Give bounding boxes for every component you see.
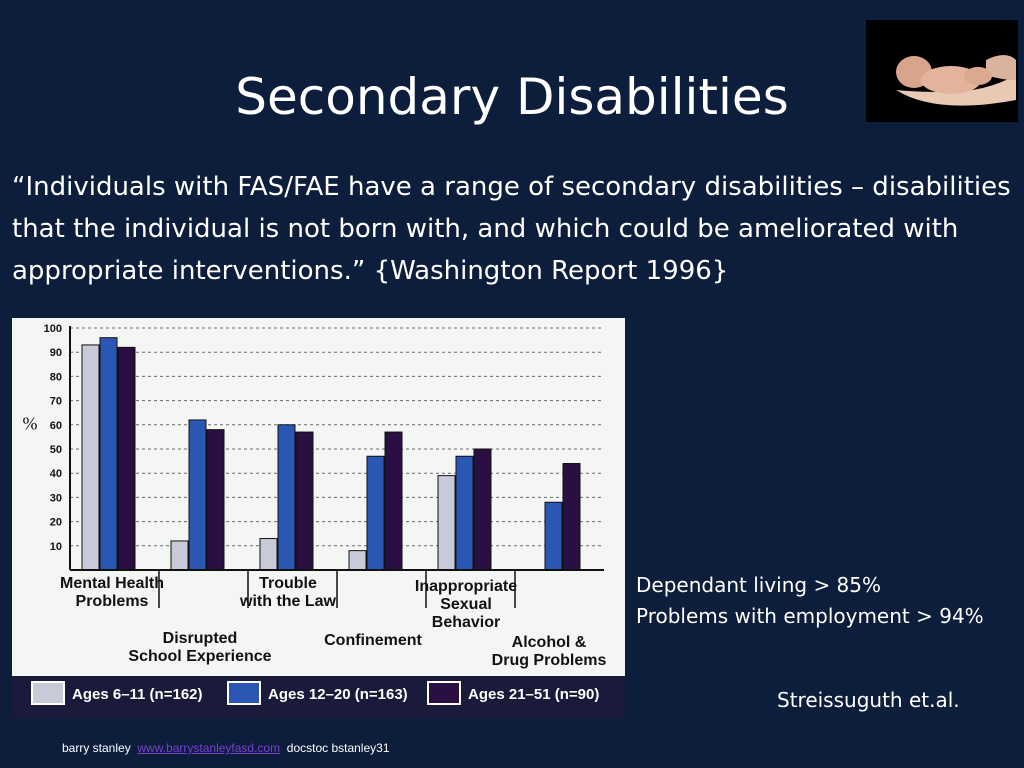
citation: Streissuguth et.al. xyxy=(777,688,960,712)
y-tick-label: 100 xyxy=(44,323,62,335)
bar xyxy=(366,455,385,571)
bar xyxy=(348,550,367,571)
chart-svg: 10 20 30 40 50 60 70 80 90 100% Mental Health Probl… xyxy=(12,323,625,718)
y-tick-label: 20 xyxy=(50,517,62,529)
legend-swatch xyxy=(227,681,261,705)
x-category-label-line: Sexual xyxy=(440,596,492,613)
legend-label: Ages 12–20 (n=163) xyxy=(268,686,408,703)
footer-link[interactable]: www.barrystanleyfasd.com xyxy=(137,741,281,755)
bar xyxy=(259,538,278,571)
bar xyxy=(170,540,189,571)
y-tick-label: 90 xyxy=(50,347,62,359)
bar xyxy=(277,424,296,571)
y-tick-label: 30 xyxy=(50,492,62,504)
bar xyxy=(206,429,225,571)
bar xyxy=(544,501,563,571)
y-tick-label: 70 xyxy=(50,396,62,408)
y-tick-label: 10 xyxy=(50,541,62,553)
bar xyxy=(99,337,118,571)
bar xyxy=(455,455,474,571)
x-category-label: Trouble with the Law xyxy=(239,575,337,610)
x-category-label-line: with the Law xyxy=(239,593,337,610)
bar xyxy=(384,431,403,571)
stat-employment: Problems with employment > 94% xyxy=(636,604,984,628)
x-category-label-line: Problems xyxy=(76,593,149,610)
y-tick-label: 80 xyxy=(50,371,62,383)
x-category-label-line: Confinement xyxy=(324,632,422,649)
x-category-label: Mental Health Problems xyxy=(60,575,164,610)
legend-label: Ages 21–51 (n=90) xyxy=(468,686,599,703)
x-category-label-line: Trouble xyxy=(259,575,317,592)
legend-swatch xyxy=(427,681,461,705)
x-category-label: Alcohol & Drug Problems xyxy=(492,634,607,669)
x-category-label-line: Alcohol & xyxy=(512,634,587,651)
legend-swatch xyxy=(31,681,65,705)
stat-dependant-living: Dependant living > 85% xyxy=(636,573,882,597)
x-category-label-line: Inappropriate xyxy=(415,578,517,595)
baby-hands-icon xyxy=(866,20,1018,122)
legend-label: Ages 6–11 (n=162) xyxy=(72,686,203,703)
footer-author: barry stanley xyxy=(62,741,131,755)
quote-text: “Individuals with FAS/FAE have a range o… xyxy=(12,172,1011,286)
bar-chart: 10 20 30 40 50 60 70 80 90 100% Mental Health Probl… xyxy=(12,318,625,718)
y-tick-label: 50 xyxy=(50,444,62,456)
x-category-label: Confinement xyxy=(324,632,422,649)
x-category-label: Inappropriate Sexual Behavior xyxy=(415,578,517,631)
bar xyxy=(473,448,492,571)
y-tick-label: 60 xyxy=(50,420,62,432)
bar xyxy=(188,419,207,571)
x-category-label-line: School Experience xyxy=(128,648,271,665)
x-category-label-line: Disrupted xyxy=(163,630,238,647)
bar xyxy=(437,475,456,571)
slide-title: Secondary Disabilities xyxy=(235,68,789,126)
footer: barry stanley www.barrystanleyfasd.com d… xyxy=(62,739,390,757)
baby-photo xyxy=(866,20,1018,122)
legend-background xyxy=(12,676,625,718)
bar xyxy=(295,431,314,571)
bar xyxy=(81,344,100,571)
x-category-label-line: Drug Problems xyxy=(492,652,607,669)
x-category-label-line: Mental Health xyxy=(60,575,164,592)
x-category-label-line: Behavior xyxy=(432,614,500,631)
footer-suffix: docstoc bstanley31 xyxy=(286,741,390,755)
y-tick-label: 40 xyxy=(50,468,62,480)
stats-block: Dependant living > 85% Problems with emp… xyxy=(636,570,1016,632)
y-axis-label: % xyxy=(23,414,38,434)
bar xyxy=(562,463,581,571)
x-category-label: Disrupted School Experience xyxy=(128,630,271,665)
bar xyxy=(117,346,136,571)
